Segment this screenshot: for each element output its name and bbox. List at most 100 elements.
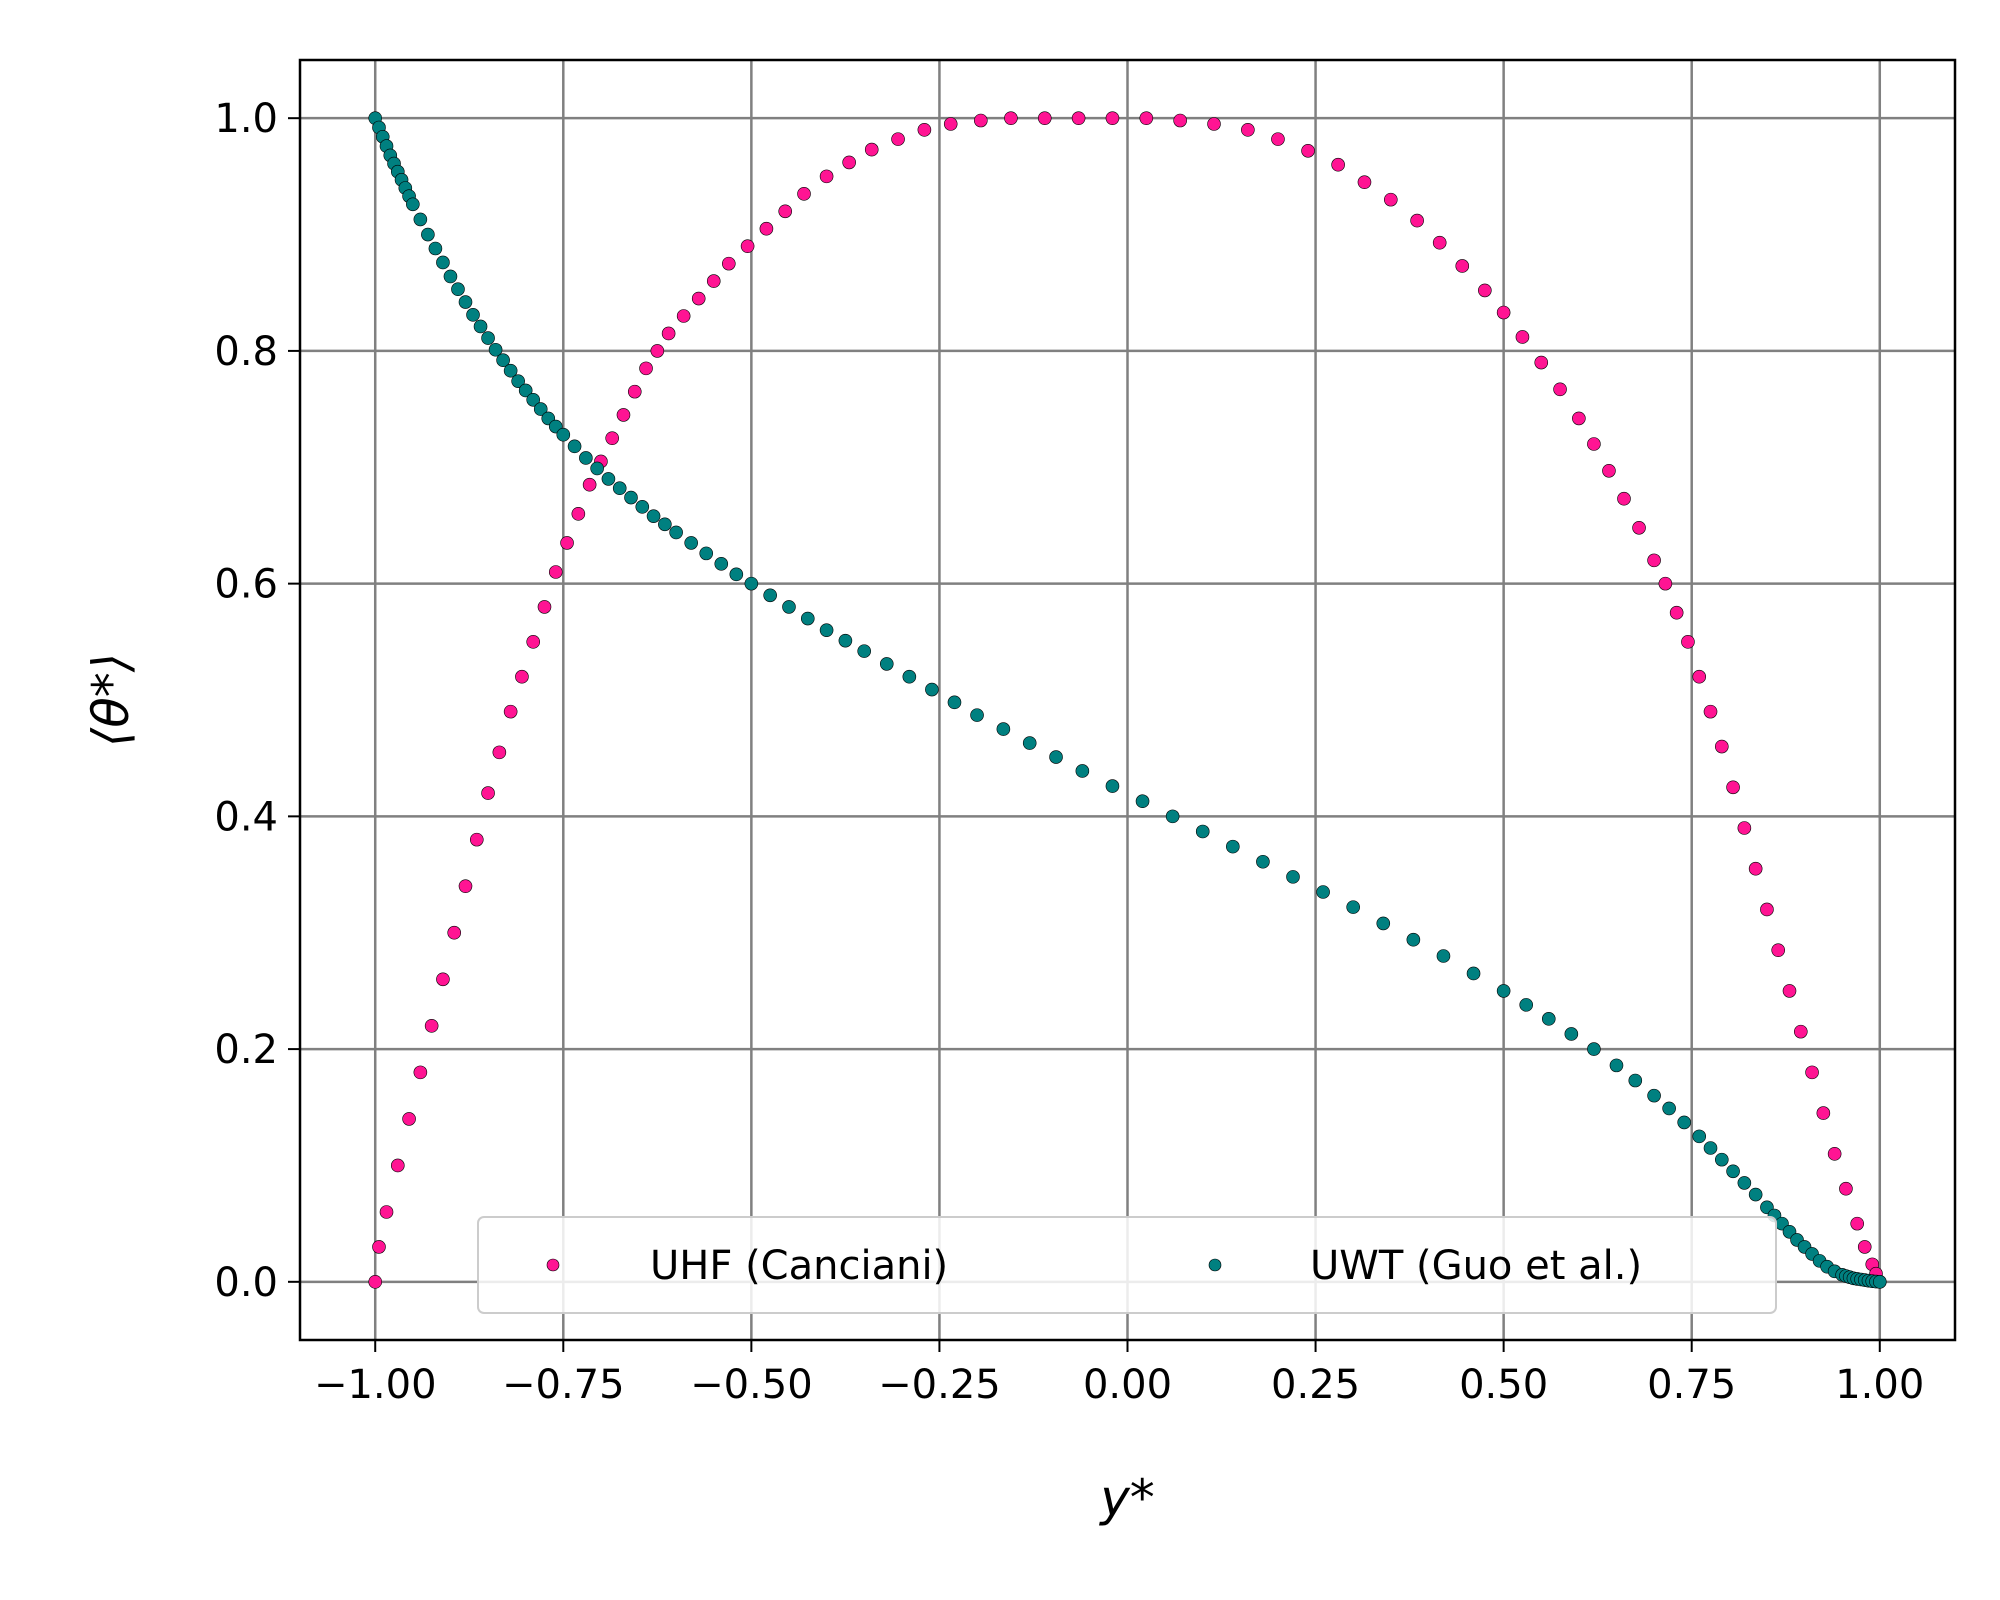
data-point [857, 644, 872, 658]
data-point [721, 256, 736, 271]
data-point [902, 669, 917, 684]
data-point [639, 361, 653, 376]
x-tick-label: 0.00 [1083, 1362, 1172, 1408]
data-point [1726, 780, 1740, 795]
legend-label-uhf: UHF (Canciani) [650, 1243, 948, 1289]
data-point [1331, 157, 1345, 172]
data-point [838, 633, 853, 648]
data-point [1515, 330, 1530, 344]
data-point [1658, 576, 1673, 591]
data-point [537, 600, 552, 614]
y-tick-label: 0.4 [214, 794, 278, 840]
data-point [778, 204, 793, 219]
data-point [646, 509, 661, 523]
data-point [661, 326, 676, 341]
data-point [469, 832, 484, 847]
data-point [1022, 736, 1037, 750]
data-point [669, 525, 683, 540]
data-point [1587, 1042, 1601, 1056]
data-point [1519, 998, 1534, 1012]
data-point [503, 704, 518, 719]
data-point [1857, 1240, 1872, 1254]
data-point [650, 344, 665, 358]
data-point [1496, 984, 1511, 998]
data-point [548, 565, 563, 579]
data-point [1466, 966, 1481, 981]
data-point [1436, 949, 1451, 963]
y-tick-label: 0.6 [214, 562, 278, 608]
data-point [996, 722, 1011, 736]
data-point [1748, 1187, 1763, 1202]
data-point [1737, 1176, 1752, 1190]
data-point [1383, 192, 1398, 207]
data-point [691, 291, 706, 306]
data-point [706, 274, 721, 288]
data-point [729, 567, 744, 582]
data-point [582, 477, 597, 492]
data-point [658, 517, 672, 532]
data-point [819, 623, 834, 637]
data-point [424, 1019, 439, 1033]
data-point [1692, 669, 1707, 684]
data-point [1226, 839, 1240, 854]
data-point [503, 363, 518, 378]
data-point [1135, 794, 1150, 809]
series-uhf [368, 111, 1887, 1289]
data-point [428, 241, 443, 256]
data-point [1564, 1027, 1579, 1041]
data-point [1541, 1012, 1556, 1026]
data-point [616, 408, 631, 422]
data-point [421, 227, 435, 242]
data-point [511, 374, 525, 388]
data-point [763, 588, 777, 603]
legend: UHF (Canciani) UWT (Guo et al.) [477, 1216, 1777, 1314]
y-tick-label: 0.2 [214, 1027, 278, 1073]
data-point [1376, 916, 1391, 931]
data-point [1677, 1115, 1691, 1130]
data-point [740, 239, 755, 253]
data-point [1703, 1141, 1718, 1155]
data-point [819, 169, 834, 184]
data-point [1737, 821, 1752, 835]
data-point [1357, 175, 1372, 189]
data-point [458, 879, 473, 893]
data-point [624, 490, 638, 505]
data-point [1692, 1129, 1707, 1144]
data-point [466, 308, 480, 322]
data-point [1037, 111, 1052, 125]
y-axis-label: ⟨θ*⟩ [82, 653, 140, 748]
data-point [1534, 355, 1549, 370]
y-tick-label: 0.8 [214, 329, 278, 375]
data-point [917, 123, 932, 137]
data-point [1609, 1058, 1624, 1073]
data-point [526, 392, 541, 407]
data-point [1793, 1024, 1808, 1039]
data-point [1173, 113, 1187, 128]
data-point [443, 269, 458, 284]
data-point [1071, 111, 1086, 125]
data-point [842, 155, 856, 170]
data-point [533, 402, 548, 416]
data-point [605, 431, 619, 445]
data-point [627, 384, 642, 399]
data-point [1760, 902, 1774, 917]
data-point [612, 481, 627, 496]
data-point [526, 635, 541, 649]
data-point [943, 117, 958, 131]
data-point [974, 113, 988, 128]
x-tick-label: −0.25 [878, 1362, 1001, 1408]
data-point [800, 611, 815, 626]
data-point [458, 295, 473, 309]
series-uwt [368, 111, 1887, 1289]
data-point [970, 708, 984, 722]
x-tick-label: 0.50 [1459, 1362, 1548, 1408]
data-point [560, 536, 574, 550]
data-point [515, 669, 529, 684]
data-point [1662, 1101, 1676, 1116]
data-point [473, 319, 488, 334]
data-point [413, 212, 428, 227]
data-point [714, 557, 729, 571]
data-point [1553, 382, 1567, 397]
x-tick-label: 1.00 [1835, 1362, 1924, 1408]
